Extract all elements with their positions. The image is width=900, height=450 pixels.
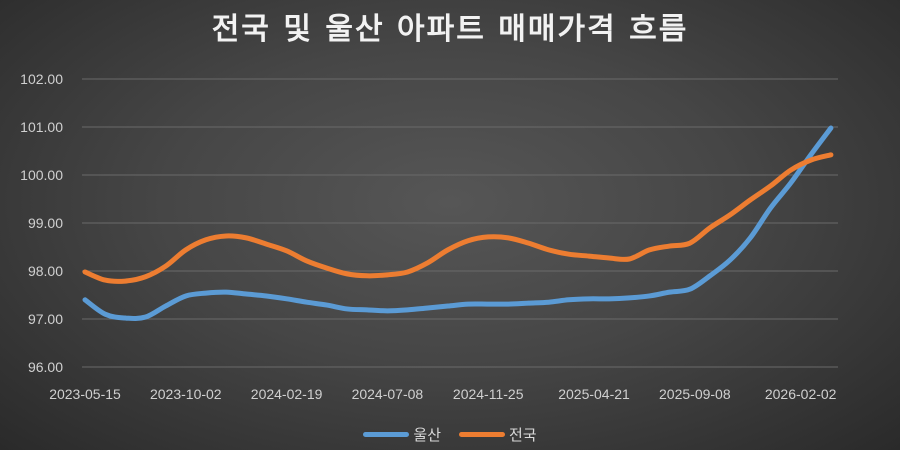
legend: 울산 전국 — [0, 424, 900, 445]
y-tick-label: 99.00 — [28, 215, 63, 231]
series-line-national — [82, 152, 834, 284]
x-tick-label: 2025-09-08 — [659, 386, 731, 402]
legend-item-ulsan: 울산 — [363, 424, 441, 445]
x-tick-label: 2023-10-02 — [150, 386, 222, 402]
x-tick-label: 2024-02-19 — [251, 386, 323, 402]
legend-label-national: 전국 — [509, 426, 537, 444]
y-tick-label: 102.00 — [20, 71, 63, 87]
x-tick-label: 2025-04-21 — [558, 386, 630, 402]
legend-item-national: 전국 — [459, 424, 537, 445]
x-tick-label: 2024-11-25 — [453, 386, 524, 402]
legend-swatch-national — [459, 432, 505, 437]
y-tick-label: 96.00 — [28, 359, 63, 375]
legend-swatch-ulsan — [363, 432, 410, 437]
chart-title: 전국 및 울산 아파트 매매가격 흐름 — [211, 12, 689, 47]
series-line-ulsan — [82, 125, 834, 321]
x-tick-label: 2024-07-08 — [352, 386, 424, 402]
x-tick-label: 2023-05-15 — [49, 386, 121, 402]
y-tick-label: 100.00 — [20, 167, 63, 183]
legend-label-ulsan: 울산 — [413, 426, 441, 444]
x-tick-label: 2026-02-02 — [765, 386, 837, 402]
y-tick-label: 97.00 — [28, 311, 63, 327]
y-tick-label: 101.00 — [20, 119, 63, 135]
y-tick-label: 98.00 — [28, 263, 63, 279]
